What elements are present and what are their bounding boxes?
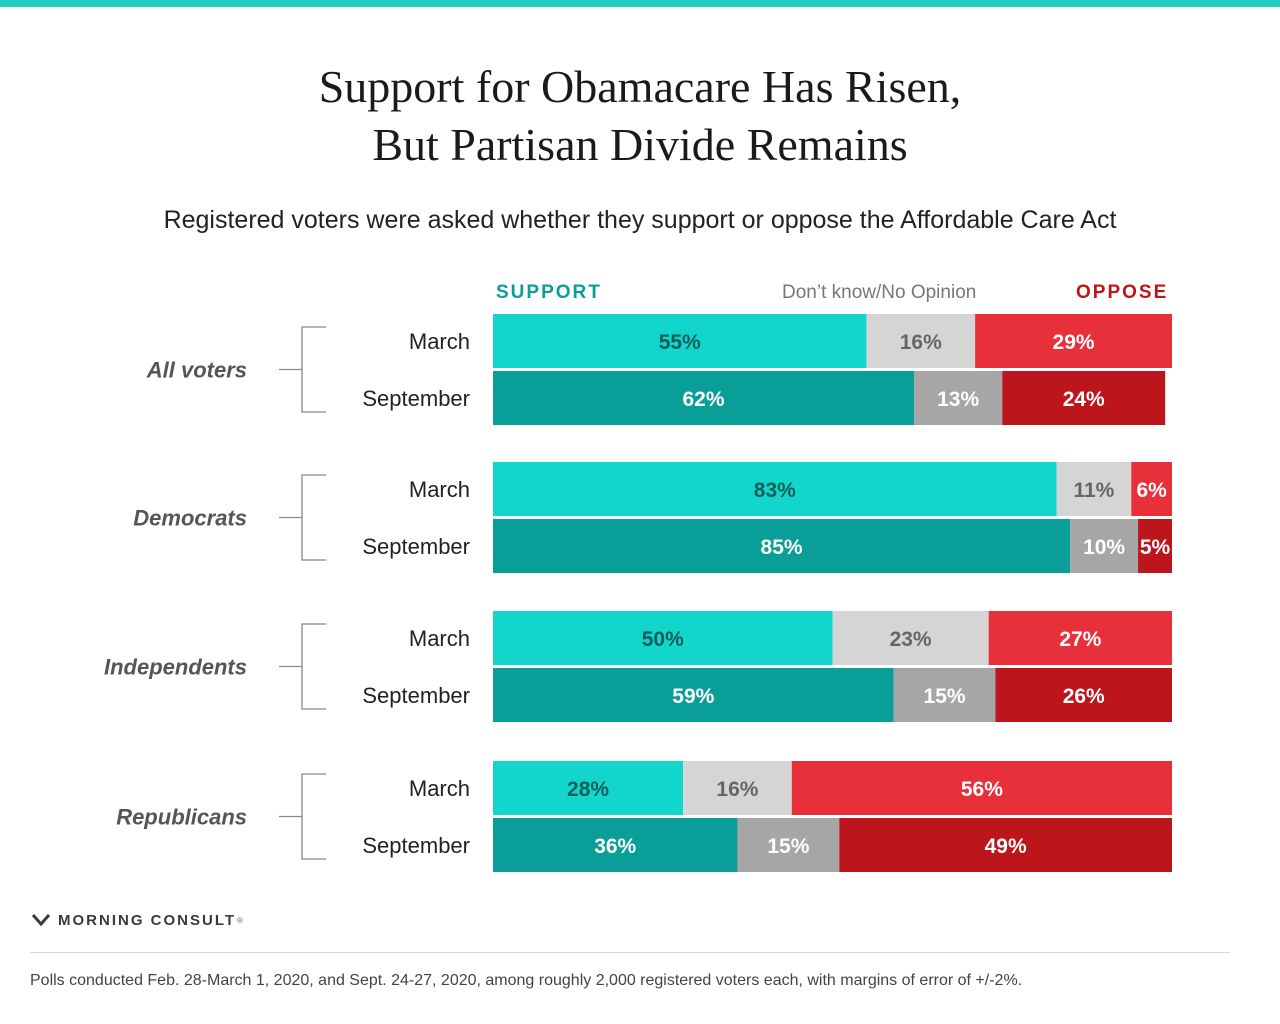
- bracket-all-voters: [279, 326, 326, 413]
- bracket-republicans: [279, 773, 326, 860]
- legend-dont-know: Don’t know/No Opinion: [782, 282, 977, 303]
- chart-subtitle: Registered voters were asked whether the…: [163, 206, 1117, 234]
- bar-independents-march-dk: [832, 611, 989, 665]
- row-label-republicans-september: September: [362, 833, 470, 858]
- bracket-democrats: [279, 474, 326, 561]
- chart-title: Support for Obamacare Has Risen, But Par…: [0, 58, 1280, 174]
- chart-title-line-2: But Partisan Divide Remains: [372, 119, 908, 170]
- row-label-democrats-march: March: [409, 477, 470, 502]
- data-label-republicans-march-oppose: 56%: [961, 778, 1003, 801]
- row-label-all-voters-march: March: [409, 329, 470, 354]
- legend-support: SUPPORT: [496, 282, 602, 303]
- data-label-independents-september-dk: 15%: [924, 685, 966, 708]
- brand-registered-mark: ®: [237, 915, 243, 925]
- bar-democrats-march-oppose: [1131, 462, 1172, 516]
- data-label-independents-september-oppose: 26%: [1063, 685, 1105, 708]
- data-label-democrats-march-support: 83%: [754, 479, 796, 502]
- data-label-republicans-march-support: 28%: [567, 778, 609, 801]
- group-label-independents: Independents: [104, 655, 247, 680]
- bar-independents-september-dk: [893, 668, 996, 722]
- data-label-all-voters-september-dk: 13%: [937, 388, 979, 411]
- data-label-democrats-march-oppose: 6%: [1136, 479, 1167, 502]
- bar-democrats-march-dk: [1056, 462, 1132, 516]
- bracket-independents: [279, 623, 326, 710]
- data-label-all-voters-march-dk: 16%: [900, 331, 942, 354]
- data-label-all-voters-september-oppose: 24%: [1063, 388, 1105, 411]
- group-label-republicans: Republicans: [116, 805, 247, 830]
- data-label-democrats-september-oppose: 5%: [1140, 536, 1171, 559]
- data-label-democrats-september-dk: 10%: [1083, 536, 1125, 559]
- row-label-independents-march: March: [409, 626, 470, 651]
- data-label-republicans-september-support: 36%: [594, 835, 636, 858]
- footnote: Polls conducted Feb. 28-March 1, 2020, a…: [30, 972, 1023, 989]
- data-label-republicans-september-dk: 15%: [767, 835, 809, 858]
- legend-oppose: OPPOSE: [1076, 282, 1169, 303]
- data-label-all-voters-march-support: 55%: [659, 331, 701, 354]
- data-label-independents-march-dk: 23%: [890, 628, 932, 651]
- bar-independents-september-oppose: [995, 668, 1172, 722]
- bar-independents-march-oppose: [988, 611, 1172, 665]
- bar-republicans-september-oppose: [839, 818, 1172, 872]
- row-label-democrats-september: September: [362, 534, 470, 559]
- chart-title-line-1: Support for Obamacare Has Risen,: [318, 61, 962, 112]
- brand-logo: MORNING CONSULT ®: [32, 909, 243, 931]
- bar-democrats-september-dk: [1070, 519, 1139, 573]
- data-label-republicans-march-dk: 16%: [716, 778, 758, 801]
- morning-consult-logo-icon: [32, 914, 50, 927]
- data-label-independents-march-support: 50%: [642, 628, 684, 651]
- bar-republicans-september-dk: [737, 818, 840, 872]
- bar-all-voters-march-oppose: [975, 314, 1172, 368]
- row-label-republicans-march: March: [409, 776, 470, 801]
- bar-democrats-september-oppose: [1138, 519, 1172, 573]
- row-label-independents-september: September: [362, 683, 470, 708]
- data-label-all-voters-march-oppose: 29%: [1053, 331, 1095, 354]
- bar-republicans-march-dk: [683, 761, 792, 815]
- bar-republicans-march-oppose: [791, 761, 1172, 815]
- bar-republicans-september-support: [493, 818, 738, 872]
- data-label-republicans-september-oppose: 49%: [985, 835, 1027, 858]
- group-label-democrats: Democrats: [133, 506, 247, 531]
- data-label-independents-september-support: 59%: [672, 685, 714, 708]
- data-label-democrats-march-dk: 11%: [1073, 479, 1114, 502]
- bar-all-voters-march-support: [493, 314, 867, 368]
- brand-name: MORNING CONSULT: [58, 911, 237, 929]
- bar-independents-september-support: [493, 668, 894, 722]
- bar-all-voters-march-dk: [866, 314, 976, 368]
- bar-democrats-march-support: [493, 462, 1057, 516]
- bar-republicans-march-support: [493, 761, 684, 815]
- bar-all-voters-september-oppose: [1002, 371, 1166, 425]
- group-label-all-voters: All voters: [146, 358, 247, 383]
- row-label-all-voters-september: September: [362, 386, 470, 411]
- footer-divider: [30, 952, 1230, 953]
- data-label-all-voters-september-support: 62%: [682, 388, 724, 411]
- bar-all-voters-september-dk: [913, 371, 1003, 425]
- bar-independents-march-support: [493, 611, 833, 665]
- stacked-bar-chart: March 55% 16% 29% September 62% 13% 24% All vote…: [104, 314, 1172, 872]
- bar-democrats-september-support: [493, 519, 1071, 573]
- data-label-independents-march-oppose: 27%: [1059, 628, 1101, 651]
- top-accent-bar: [0, 0, 1280, 7]
- data-label-democrats-september-support: 85%: [761, 536, 803, 559]
- bar-all-voters-september-support: [493, 371, 914, 425]
